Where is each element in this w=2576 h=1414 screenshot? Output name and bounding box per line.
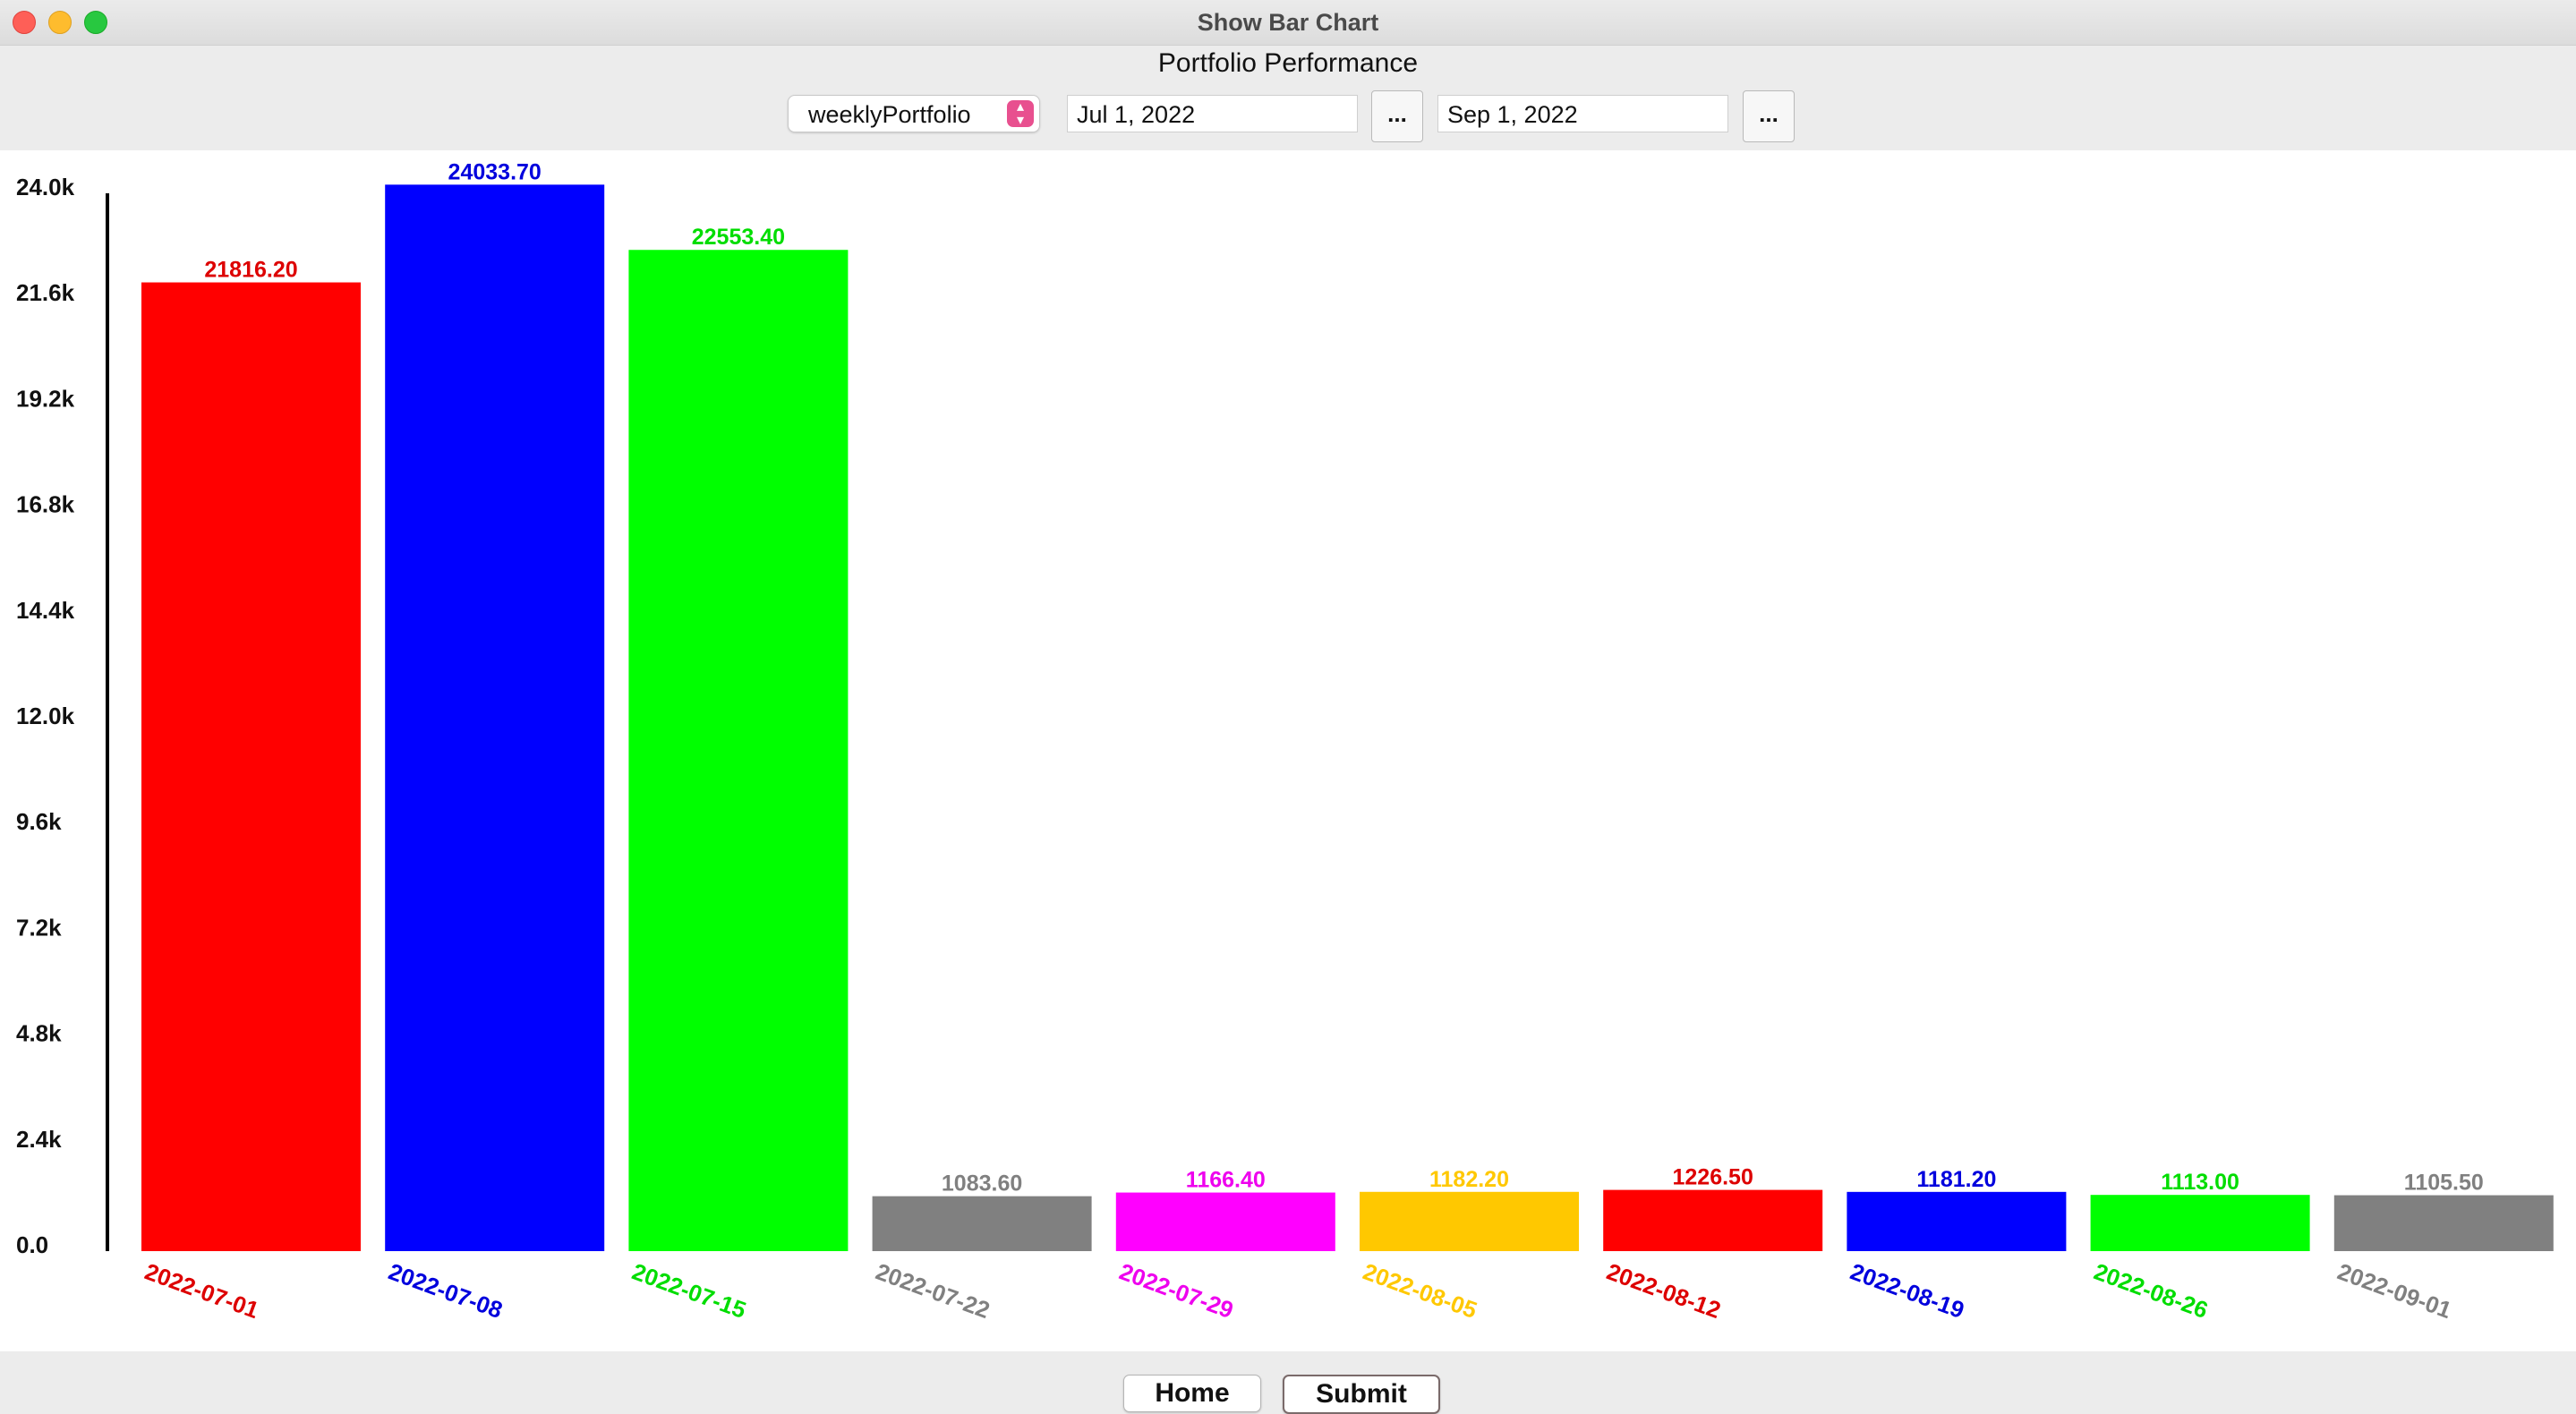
y-tick-label: 0.0 <box>16 1231 48 1258</box>
x-category-label: 2022-07-01 <box>141 1257 262 1324</box>
updown-chevron-icon: ▴ ▾ <box>1007 100 1034 128</box>
bar-value-label: 21816.20 <box>204 258 297 283</box>
bar-value-label: 1113.00 <box>2161 1170 2239 1195</box>
x-category-label: 2022-07-22 <box>873 1257 994 1324</box>
x-category-label: 2022-08-12 <box>1603 1257 1724 1324</box>
chart-title: Portfolio Performance <box>1157 48 1419 78</box>
bar-chart: 0.0 2.4k 4.8k 7.2k 9.6k 12.0k 14.4k 16.8k 19.2k 2… <box>16 159 2554 1324</box>
bar-value-label: 1182.20 <box>1429 1167 1509 1192</box>
bar-value-label: 1083.60 <box>942 1171 1022 1197</box>
y-tick-label: 16.8k <box>16 491 75 518</box>
start-date-field[interactable]: Jul 1, 2022 <box>1067 95 1358 132</box>
x-category-label: 2022-08-19 <box>1847 1257 1967 1324</box>
portfolio-select-value: weeklyPortfolio <box>808 101 971 128</box>
y-tick-label: 19.2k <box>16 385 75 412</box>
bar-value-label: 1226.50 <box>1673 1165 1753 1190</box>
bar <box>1603 1189 1823 1251</box>
y-tick-label: 7.2k <box>16 914 62 941</box>
x-category-label: 2022-08-26 <box>2091 1257 2212 1324</box>
window-title: Show Bar Chart <box>1197 9 1379 36</box>
bar-value-label: 1181.20 <box>1916 1167 1996 1192</box>
maximize-window-button[interactable] <box>84 11 107 34</box>
y-tick-label: 21.6k <box>16 279 75 306</box>
title-bar: Show Bar Chart <box>0 0 2576 46</box>
y-tick-label: 2.4k <box>16 1126 62 1153</box>
x-category-label: 2022-07-08 <box>385 1257 506 1324</box>
x-category-label: 2022-07-29 <box>1116 1257 1237 1324</box>
bar-value-label: 22553.40 <box>692 225 785 250</box>
y-tick-label: 9.6k <box>16 808 62 835</box>
y-tick-label: 24.0k <box>16 174 75 200</box>
x-category-label: 2022-08-05 <box>1360 1257 1480 1324</box>
submit-button[interactable]: Submit <box>1283 1375 1440 1414</box>
bar <box>2090 1195 2310 1251</box>
start-date-picker-button[interactable]: ... <box>1371 90 1423 142</box>
bar <box>2333 1195 2554 1251</box>
bar-value-label: 1105.50 <box>2404 1171 2484 1196</box>
bar-value-label: 24033.70 <box>448 159 542 184</box>
close-window-button[interactable] <box>13 11 36 34</box>
bar-value-label: 1166.40 <box>1186 1168 1266 1193</box>
chart-area: 0.0 2.4k 4.8k 7.2k 9.6k 12.0k 14.4k 16.8k 19.2k 2… <box>0 150 2576 1351</box>
end-date-picker-button[interactable]: ... <box>1743 90 1795 142</box>
bar <box>141 282 361 1252</box>
minimize-window-button[interactable] <box>48 11 72 34</box>
portfolio-select[interactable]: weeklyPortfolio ▴ ▾ <box>788 95 1040 132</box>
bar <box>1847 1191 2067 1251</box>
home-button[interactable]: Home <box>1123 1375 1261 1412</box>
bar <box>1115 1192 1335 1251</box>
y-tick-label: 4.8k <box>16 1020 62 1047</box>
x-category-label: 2022-07-15 <box>628 1257 749 1324</box>
y-tick-label: 12.0k <box>16 703 75 729</box>
bar <box>1360 1191 1579 1251</box>
bar <box>628 250 849 1251</box>
x-category-label: 2022-09-01 <box>2334 1257 2455 1324</box>
bar <box>385 184 605 1251</box>
bar <box>872 1196 1092 1251</box>
end-date-field[interactable]: Sep 1, 2022 <box>1437 95 1728 132</box>
y-tick-label: 14.4k <box>16 597 75 624</box>
